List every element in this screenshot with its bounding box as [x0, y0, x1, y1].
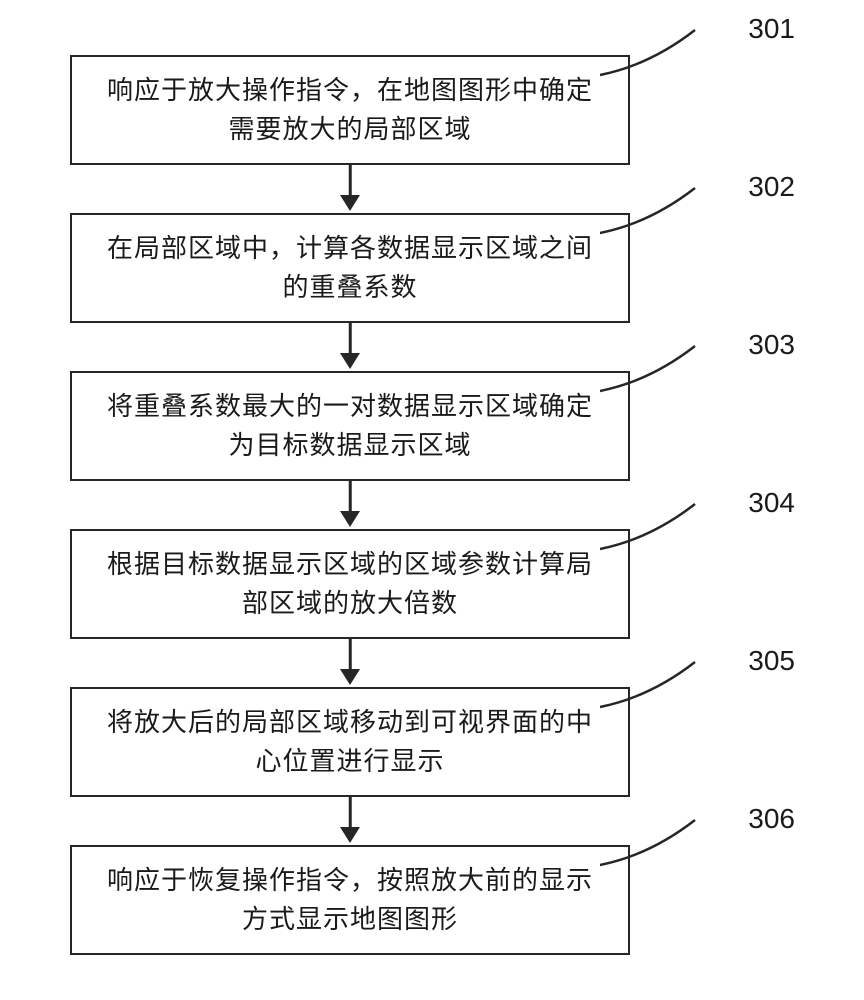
- step-text-302-line1: 在局部区域中，计算各数据显示区域之间: [107, 234, 593, 263]
- step-group-302: 302 在局部区域中，计算各数据显示区域之间 的重叠系数: [70, 213, 750, 371]
- step-text-306-line2: 方式显示地图图形: [242, 905, 458, 934]
- step-box-305: 将放大后的局部区域移动到可视界面的中 心位置进行显示: [70, 687, 630, 797]
- step-group-304: 304 根据目标数据显示区域的区域参数计算局 部区域的放大倍数: [70, 529, 750, 687]
- flowchart-container: 301 响应于放大操作指令，在地图图形中确定 需要放大的局部区域 302 在局部…: [70, 55, 750, 955]
- step-text-303-line1: 将重叠系数最大的一对数据显示区域确定: [107, 392, 593, 421]
- arrow-303-304: [70, 481, 630, 529]
- step-text-303-line2: 为目标数据显示区域: [228, 431, 471, 460]
- step-text-301-line2: 需要放大的局部区域: [228, 115, 471, 144]
- step-text-306-line1: 响应于恢复操作指令，按照放大前的显示: [107, 866, 593, 895]
- step-box-301: 响应于放大操作指令，在地图图形中确定 需要放大的局部区域: [70, 55, 630, 165]
- step-box-306: 响应于恢复操作指令，按照放大前的显示 方式显示地图图形: [70, 845, 630, 955]
- step-text-304-line2: 部区域的放大倍数: [242, 589, 458, 618]
- step-group-301: 301 响应于放大操作指令，在地图图形中确定 需要放大的局部区域: [70, 55, 750, 213]
- step-text-305-line1: 将放大后的局部区域移动到可视界面的中: [107, 708, 593, 737]
- step-label-304: 304: [748, 487, 795, 519]
- step-text-301-line1: 响应于放大操作指令，在地图图形中确定: [107, 76, 593, 105]
- step-box-302: 在局部区域中，计算各数据显示区域之间 的重叠系数: [70, 213, 630, 323]
- step-group-305: 305 将放大后的局部区域移动到可视界面的中 心位置进行显示: [70, 687, 750, 845]
- step-text-305-line2: 心位置进行显示: [255, 747, 444, 776]
- step-label-302: 302: [748, 171, 795, 203]
- step-group-303: 303 将重叠系数最大的一对数据显示区域确定 为目标数据显示区域: [70, 371, 750, 529]
- step-box-303: 将重叠系数最大的一对数据显示区域确定 为目标数据显示区域: [70, 371, 630, 481]
- step-label-301: 301: [748, 13, 795, 45]
- step-group-306: 306 响应于恢复操作指令，按照放大前的显示 方式显示地图图形: [70, 845, 750, 955]
- arrow-301-302: [70, 165, 630, 213]
- step-text-302-line2: 的重叠系数: [282, 273, 417, 302]
- arrow-305-306: [70, 797, 630, 845]
- step-text-304-line1: 根据目标数据显示区域的区域参数计算局: [107, 550, 593, 579]
- step-label-306: 306: [748, 803, 795, 835]
- arrow-302-303: [70, 323, 630, 371]
- step-label-303: 303: [748, 329, 795, 361]
- step-box-304: 根据目标数据显示区域的区域参数计算局 部区域的放大倍数: [70, 529, 630, 639]
- step-label-305: 305: [748, 645, 795, 677]
- arrow-304-305: [70, 639, 630, 687]
